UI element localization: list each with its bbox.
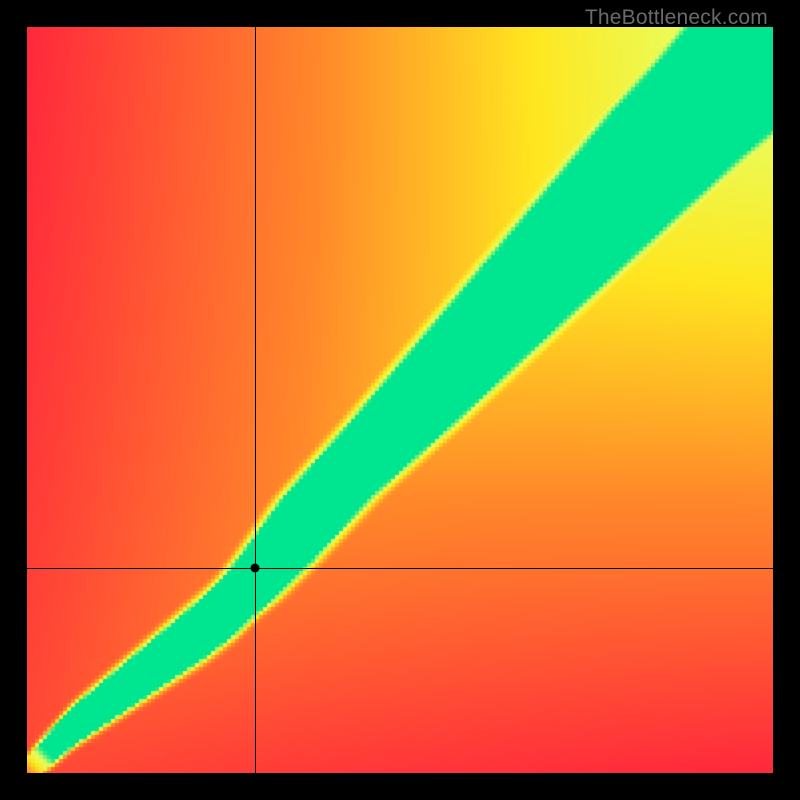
crosshair-vertical [255, 27, 256, 773]
plot-area [27, 27, 773, 773]
watermark-text: TheBottleneck.com [585, 6, 768, 30]
crosshair-horizontal [27, 568, 773, 569]
heatmap-canvas [27, 27, 773, 773]
crosshair-point [250, 563, 259, 572]
